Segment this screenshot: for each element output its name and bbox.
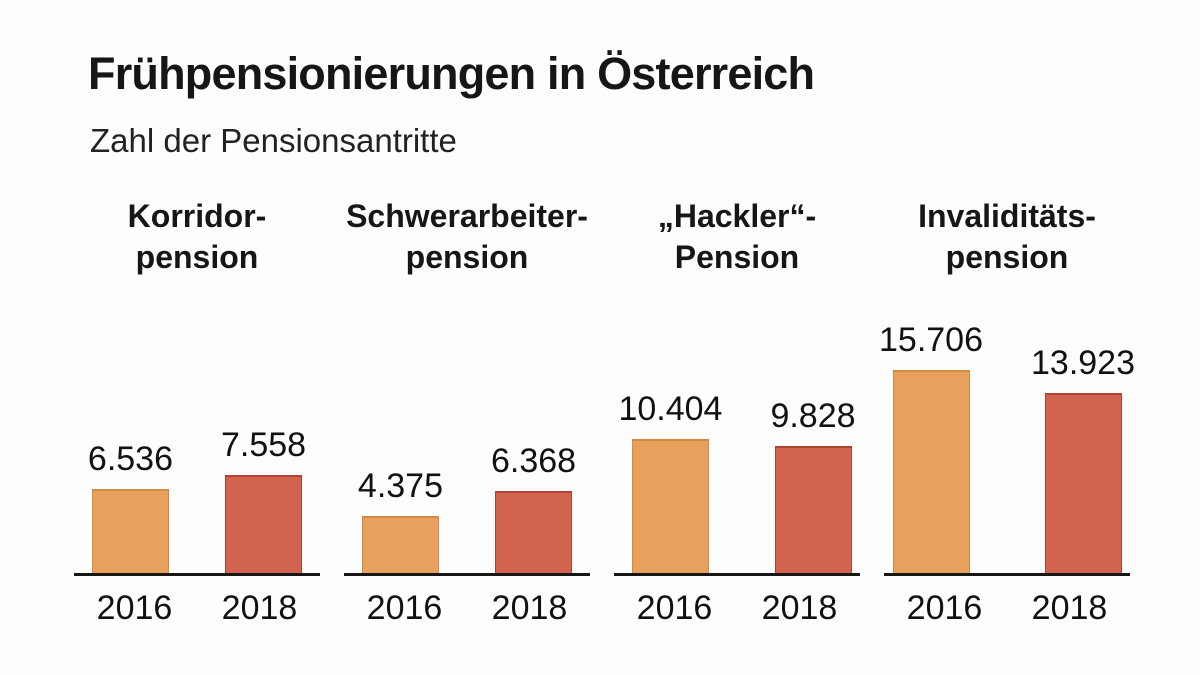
value-label-hacklerpension-2018: 9.828 — [770, 397, 856, 435]
value-label-schwerarbeiterpension-2016: 4.375 — [357, 467, 443, 505]
value-label-schwerarbeiterpension-2018: 6.368 — [491, 442, 577, 480]
group-label-invaliditaetspension: Invaliditäts- pension — [918, 196, 1096, 282]
year-tick-label: 2018 — [491, 589, 568, 627]
value-label-invaliditaetspension-2018: 13.923 — [1031, 344, 1135, 382]
x-axis-line — [344, 573, 590, 576]
bar-korridorpension-2018 — [225, 475, 303, 573]
group-label-line1: Schwerarbeiter- — [346, 198, 588, 234]
year-tick-label: 2016 — [96, 589, 173, 627]
year-tick-label: 2016 — [636, 589, 713, 627]
bar-column: 10.404 — [618, 390, 722, 573]
bar-hacklerpension-2016 — [631, 439, 709, 573]
year-ticks: 2016 2018 — [366, 589, 568, 628]
bar-schwerarbeiterpension-2018 — [495, 491, 573, 573]
chart-subtitle: Zahl der Pensionsantritte — [90, 122, 457, 159]
bar-korridorpension-2016 — [91, 489, 169, 573]
bar-hacklerpension-2018 — [774, 446, 852, 573]
bar-column: 9.828 — [770, 397, 856, 573]
bar-column: 15.706 — [879, 321, 983, 573]
bars-invaliditaetspension: 15.706 13.923 — [879, 282, 1135, 573]
year-ticks: 2016 2018 — [906, 589, 1108, 628]
group-label-line2: Pension — [674, 238, 800, 275]
bar-schwerarbeiterpension-2016 — [361, 516, 439, 573]
group-hacklerpension: „Hackler“- Pension 10.404 9.828 2016 201… — [602, 196, 872, 628]
group-korridorpension: Korridor- pension 6.536 7.558 2016 2018 — [62, 196, 332, 628]
bar-column: 7.558 — [221, 426, 306, 573]
year-tick-label: 2018 — [221, 589, 298, 627]
bar-groups: Korridor- pension 6.536 7.558 2016 2018 — [62, 196, 1142, 628]
group-label-line1: „Hackler“- — [657, 198, 817, 234]
bar-column: 13.923 — [1031, 344, 1135, 573]
value-label-hacklerpension-2016: 10.404 — [618, 390, 723, 428]
value-label-korridorpension-2016: 6.536 — [87, 440, 173, 478]
group-label-line1: Korridor- — [127, 198, 267, 234]
year-ticks: 2016 2018 — [636, 589, 838, 628]
year-ticks: 2016 2018 — [96, 589, 298, 628]
group-label-korridorpension: Korridor- pension — [128, 196, 267, 282]
group-schwerarbeiterpension: Schwerarbeiter- pension 4.375 6.368 2016… — [332, 196, 602, 628]
year-tick-label: 2016 — [366, 589, 443, 627]
group-label-line2: pension — [945, 238, 1069, 275]
group-invaliditaetspension: Invaliditäts- pension 15.706 13.923 2016… — [872, 196, 1142, 628]
bar-column: 6.368 — [491, 442, 576, 573]
group-label-hacklerpension: „Hackler“- Pension — [658, 196, 816, 282]
bar-column: 4.375 — [358, 467, 443, 573]
bars-schwerarbeiterpension: 4.375 6.368 — [358, 282, 576, 573]
x-axis-line — [884, 573, 1130, 576]
year-tick-label: 2018 — [761, 589, 838, 627]
group-label-line2: pension — [135, 238, 259, 275]
bars-korridorpension: 6.536 7.558 — [88, 282, 306, 573]
group-label-line2: pension — [405, 238, 529, 275]
year-tick-label: 2018 — [1031, 589, 1108, 627]
bars-hacklerpension: 10.404 9.828 — [618, 282, 856, 573]
bar-invaliditaetspension-2018 — [1044, 393, 1122, 573]
group-label-schwerarbeiterpension: Schwerarbeiter- pension — [346, 196, 588, 282]
x-axis-line — [614, 573, 860, 576]
bar-invaliditaetspension-2016 — [892, 370, 970, 573]
value-label-korridorpension-2018: 7.558 — [221, 426, 307, 464]
value-label-invaliditaetspension-2016: 15.706 — [879, 321, 983, 359]
chart-title: Frühpensionierungen in Österreich — [88, 48, 815, 99]
year-tick-label: 2016 — [906, 589, 983, 627]
bar-column: 6.536 — [88, 440, 173, 573]
x-axis-line — [74, 573, 320, 576]
group-label-line1: Invaliditäts- — [918, 198, 1096, 234]
